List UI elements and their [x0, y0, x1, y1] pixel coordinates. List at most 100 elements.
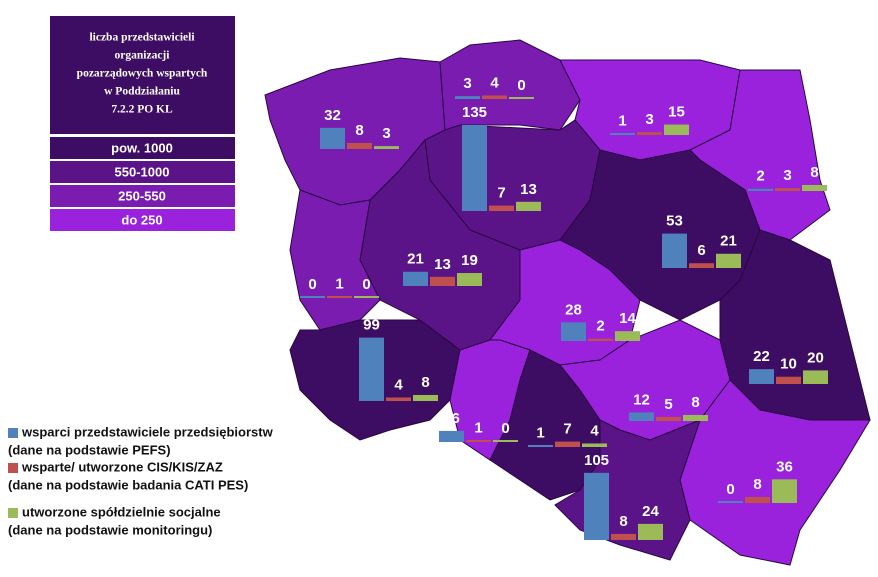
bar [689, 263, 714, 267]
bar [347, 142, 372, 148]
bar [413, 394, 438, 400]
value-label: 20 [807, 349, 824, 366]
bar [683, 414, 708, 420]
value-label: 8 [421, 374, 429, 391]
bar [745, 496, 770, 502]
value-label: 8 [691, 394, 699, 411]
value-label: 8 [753, 476, 761, 493]
value-label: 4 [490, 74, 499, 91]
legend-title: w Poddziałaniu [104, 86, 180, 98]
bar [457, 273, 482, 285]
bar [482, 95, 507, 98]
bar [611, 533, 636, 539]
value-label: 8 [810, 164, 818, 181]
value-label: 0 [308, 276, 316, 293]
bar [803, 370, 828, 383]
value-label: 14 [619, 310, 636, 327]
value-label: 3 [382, 125, 390, 142]
bar [776, 376, 801, 383]
value-label: 7 [497, 185, 505, 202]
bar [629, 412, 654, 420]
legend-series-source: (dane na podstawie badania CATI PES) [8, 477, 248, 492]
value-label: 99 [363, 317, 380, 334]
bar [802, 184, 827, 190]
legend-series-name: utworzone spółdzielnie socjalne [22, 504, 221, 519]
value-label: 3 [783, 167, 791, 184]
value-label: 19 [461, 252, 478, 269]
bar [555, 441, 580, 446]
bar [716, 253, 741, 267]
value-label: 6 [697, 242, 705, 259]
value-label: 7 [563, 421, 571, 438]
legend: liczba przedstawicieli organizacji pozarzą… [8, 16, 274, 537]
value-label: 0 [517, 77, 525, 94]
value-label: 24 [642, 503, 659, 520]
value-label: 21 [407, 251, 424, 268]
bar [359, 337, 384, 400]
bar [582, 443, 607, 446]
bar [320, 127, 345, 148]
legend-class-swatch [50, 185, 235, 207]
bar [386, 397, 411, 400]
value-label: 2 [596, 318, 604, 335]
legend-class-label: 550-1000 [115, 164, 170, 179]
bar [749, 369, 774, 383]
legend-class-swatch [50, 209, 235, 231]
value-label: 28 [565, 301, 582, 318]
legend-series-swatch [8, 508, 18, 518]
legend-title-box [50, 16, 235, 134]
value-label: 8 [619, 513, 627, 530]
bar [462, 124, 487, 210]
value-label: 32 [324, 107, 341, 124]
value-label: 0 [726, 481, 734, 498]
value-label: 53 [666, 213, 683, 230]
value-label: 0 [362, 276, 370, 293]
value-label: 13 [434, 256, 451, 273]
value-label: 36 [776, 458, 793, 475]
bar [516, 201, 541, 210]
bar [430, 276, 455, 285]
bar [664, 124, 689, 134]
value-label: 0 [501, 420, 509, 437]
value-label: 4 [590, 422, 599, 439]
bar [638, 523, 663, 539]
bar [561, 322, 586, 340]
value-label: 13 [520, 181, 537, 198]
value-label: 22 [753, 348, 770, 365]
value-label: 1 [335, 275, 343, 292]
legend-series-source: (dane na podstawie monitoringu) [8, 522, 212, 537]
bar [439, 430, 464, 441]
legend-class-label: do 250 [121, 212, 162, 227]
value-label: 135 [462, 104, 487, 121]
value-label: 21 [720, 233, 737, 250]
value-label: 4 [394, 376, 403, 393]
legend-title: 7.2.2 PO KL [111, 104, 173, 116]
legend-class-label: 250-550 [118, 188, 166, 203]
value-label: 16 [443, 410, 460, 427]
legend-series-name: wsparte/ utworzone CIS/KIS/ZAZ [21, 459, 223, 474]
value-label: 1 [474, 419, 482, 436]
value-label: 15 [668, 104, 685, 121]
legend-series-swatch [8, 428, 18, 438]
bar [489, 205, 514, 210]
value-label: 10 [780, 356, 797, 373]
value-label: 2 [756, 168, 764, 185]
bar [403, 271, 428, 285]
legend-class-swatch [50, 161, 235, 183]
value-label: 8 [355, 122, 363, 139]
legend-class-label: pow. 1000 [111, 140, 173, 155]
bar [615, 331, 640, 340]
bar [656, 416, 681, 420]
legend-series-source: (dane na podstawie PEFS) [8, 442, 171, 457]
bar [662, 233, 687, 267]
region [289, 189, 381, 331]
value-label: 1 [618, 112, 626, 129]
value-label: 3 [463, 75, 471, 92]
legend-title: organizacji [115, 50, 171, 62]
legend-class-swatch [50, 137, 235, 159]
value-label: 105 [584, 452, 609, 469]
legend-title: pozarządowych wspartych [77, 68, 208, 80]
bar [772, 479, 797, 502]
